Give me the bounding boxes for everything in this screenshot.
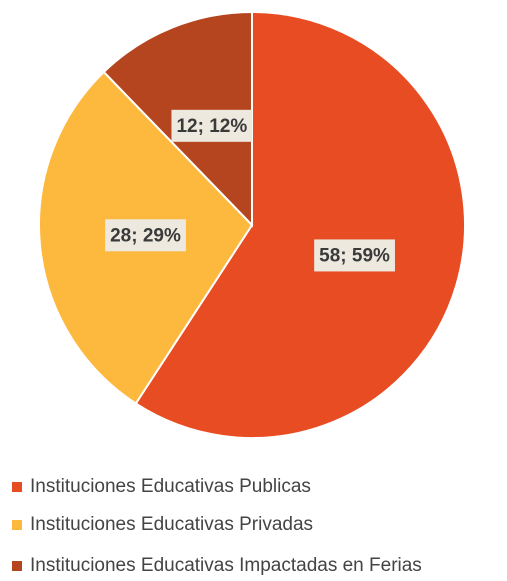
- data-label: 58; 59%: [319, 245, 390, 266]
- legend-label: Instituciones Educativas Privadas: [30, 514, 313, 535]
- legend-swatch: [12, 482, 22, 492]
- data-label-bg: [314, 239, 395, 272]
- data-label-bg: [171, 109, 253, 142]
- legend-label: Instituciones Educativas Publicas: [30, 476, 311, 497]
- data-label-bg: [105, 219, 186, 252]
- legend-swatch: [12, 561, 22, 571]
- legend-swatch: [12, 520, 22, 530]
- data-label: 12; 12%: [176, 116, 247, 137]
- data-label: 28; 29%: [110, 225, 181, 246]
- legend-label: Instituciones Educativas Impactadas en F…: [30, 555, 422, 576]
- pie-slice: [134, 10, 466, 439]
